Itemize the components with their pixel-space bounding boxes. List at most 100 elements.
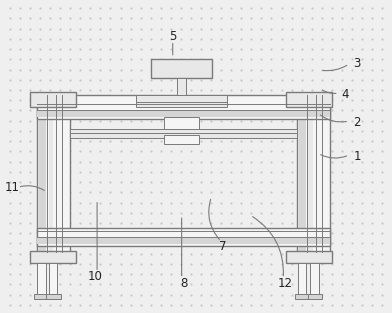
Point <box>208 180 214 185</box>
Point <box>379 272 385 277</box>
Point <box>97 190 103 195</box>
Point <box>188 292 194 297</box>
Point <box>77 241 83 246</box>
Point <box>218 77 224 82</box>
Point <box>27 98 33 103</box>
Point <box>17 302 23 307</box>
Point <box>97 210 103 215</box>
Point <box>228 128 234 133</box>
Point <box>339 36 345 41</box>
Point <box>37 139 43 144</box>
Point <box>97 220 103 225</box>
Point <box>188 210 194 215</box>
Point <box>269 231 275 236</box>
Point <box>198 77 204 82</box>
Point <box>269 57 275 62</box>
Point <box>37 282 43 287</box>
Point <box>369 282 375 287</box>
Point <box>168 108 174 113</box>
Point <box>87 282 93 287</box>
Point <box>107 108 114 113</box>
Point <box>248 180 254 185</box>
Point <box>208 57 214 62</box>
Point <box>329 272 335 277</box>
Point <box>218 108 224 113</box>
Point <box>258 180 265 185</box>
Point <box>309 159 315 164</box>
Point <box>47 36 53 41</box>
Point <box>238 210 245 215</box>
Bar <box>286 251 332 263</box>
Point <box>258 128 265 133</box>
Point <box>218 241 224 246</box>
Point <box>27 241 33 246</box>
Point <box>339 180 345 185</box>
Point <box>138 241 144 246</box>
Point <box>107 159 114 164</box>
Point <box>138 302 144 307</box>
Point <box>138 88 144 93</box>
Point <box>258 251 265 256</box>
Point <box>198 159 204 164</box>
Point <box>289 231 295 236</box>
Point <box>77 108 83 113</box>
Point <box>258 282 265 287</box>
Point <box>138 6 144 11</box>
Point <box>168 16 174 21</box>
Point <box>7 108 13 113</box>
Point <box>37 241 43 246</box>
Point <box>57 26 63 31</box>
Point <box>379 169 385 174</box>
Point <box>309 139 315 144</box>
Point <box>218 190 224 195</box>
Point <box>87 180 93 185</box>
Point <box>349 118 355 123</box>
Point <box>178 139 184 144</box>
Point <box>228 210 234 215</box>
Point <box>319 6 325 11</box>
Point <box>107 16 114 21</box>
Point <box>47 241 53 246</box>
Point <box>238 159 245 164</box>
Point <box>7 47 13 52</box>
Point <box>188 108 194 113</box>
Point <box>57 251 63 256</box>
Point <box>319 200 325 205</box>
Point <box>27 180 33 185</box>
Point <box>7 118 13 123</box>
Point <box>228 190 234 195</box>
Point <box>7 251 13 256</box>
Point <box>238 108 245 113</box>
Point <box>218 292 224 297</box>
Point <box>107 220 114 225</box>
Point <box>188 36 194 41</box>
Point <box>339 302 345 307</box>
Point <box>138 282 144 287</box>
Point <box>188 159 194 164</box>
Point <box>57 6 63 11</box>
Point <box>77 169 83 174</box>
Point <box>57 128 63 133</box>
Point <box>117 159 123 164</box>
Point <box>349 251 355 256</box>
Point <box>27 169 33 174</box>
Point <box>147 261 154 266</box>
Point <box>47 139 53 144</box>
Point <box>138 57 144 62</box>
Point <box>97 47 103 52</box>
Point <box>299 77 305 82</box>
Point <box>188 16 194 21</box>
Point <box>258 169 265 174</box>
Point <box>278 302 285 307</box>
Bar <box>37 263 45 297</box>
Point <box>238 190 245 195</box>
Point <box>289 139 295 144</box>
Point <box>359 6 365 11</box>
Point <box>17 220 23 225</box>
Point <box>67 88 73 93</box>
Point <box>47 108 53 113</box>
Point <box>138 159 144 164</box>
Point <box>188 251 194 256</box>
Point <box>258 159 265 164</box>
Point <box>47 251 53 256</box>
